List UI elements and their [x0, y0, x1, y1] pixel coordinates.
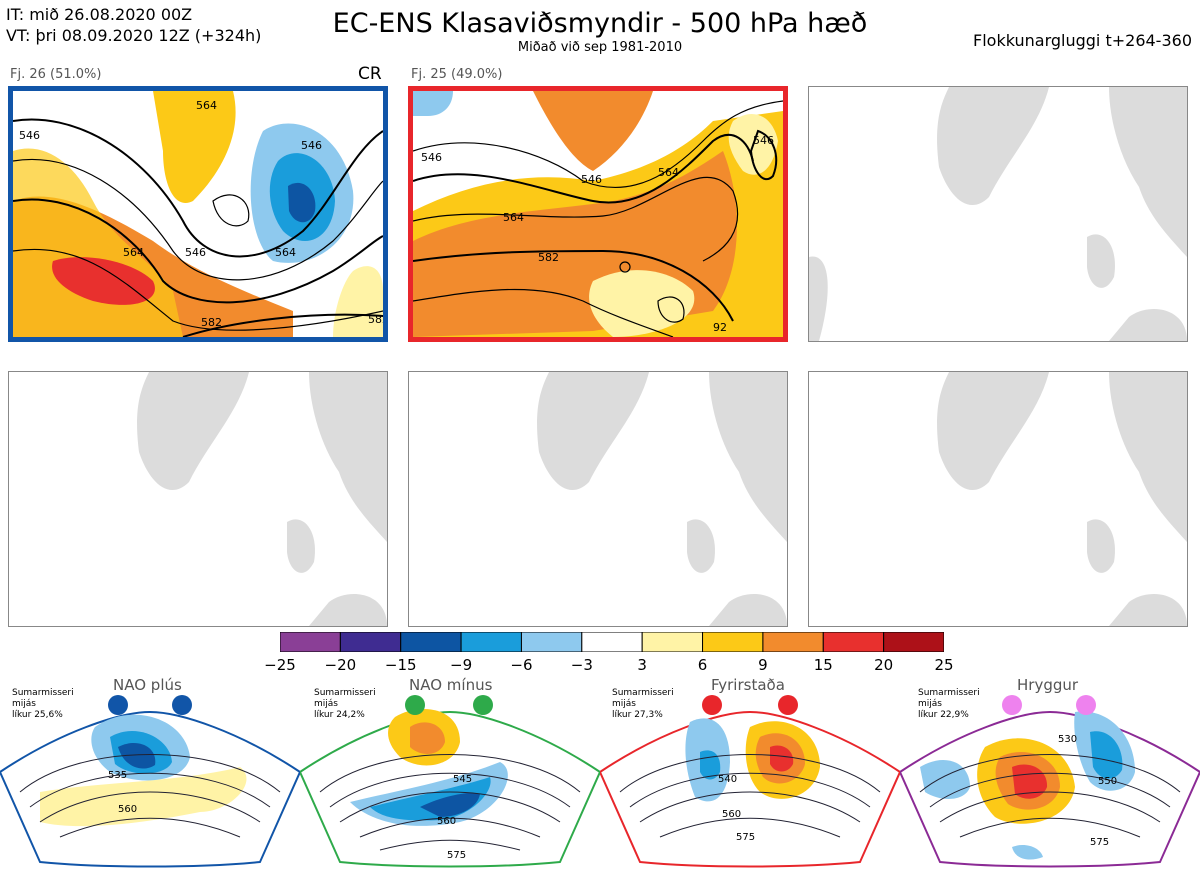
empty-cluster-map: [408, 371, 788, 627]
regime-nao-plus: 535 560 NAO plús Sumarmisseri mijás líku…: [0, 672, 302, 871]
colorbar-tick-label: 15: [813, 656, 833, 674]
cluster-1-contour-label: 546: [185, 246, 206, 259]
cluster-2-contour-label: 546: [753, 134, 774, 147]
regime-info-line: líkur 27,3%: [612, 710, 663, 720]
cluster-1-contour-label: 564: [196, 99, 217, 112]
colorbar-tick-label: −15: [384, 656, 417, 674]
anomaly-colorbar: [280, 632, 944, 652]
regime-info-line: líkur 24,2%: [314, 710, 365, 720]
cluster-2-contour-label: 546: [421, 151, 442, 164]
regime-info-line: Sumarmisseri: [918, 688, 980, 698]
colorbar-segment: [702, 632, 764, 652]
regime-info-line: mijás: [314, 699, 338, 709]
colorbar-segment: [822, 632, 885, 652]
colorbar-segment: [460, 632, 522, 652]
regime-info-line: Sumarmisseri: [612, 688, 674, 698]
empty-cluster-map: [808, 86, 1188, 342]
colorbar-tick-label: −3: [570, 656, 593, 674]
regime-contour-label: 535: [108, 770, 127, 781]
cluster-map-1[interactable]: 546 564 546 582 564 582 546 564: [8, 86, 388, 342]
regime-contour-label: 530: [1058, 734, 1077, 745]
cluster-2-contour-label: 564: [503, 211, 524, 224]
regime-info-line: Sumarmisseri: [314, 688, 376, 698]
colorbar-segment: [883, 632, 944, 652]
regime-contour-label: 540: [718, 774, 737, 785]
cluster-1-contour-label: 564: [275, 246, 296, 259]
regime-contour-label: 575: [1090, 837, 1109, 848]
regime-info-line: mijás: [612, 699, 636, 709]
regime-info-line: mijás: [12, 699, 36, 709]
regime-info-line: líkur 22,9%: [918, 710, 969, 720]
cluster-1-regime-code: CR: [358, 64, 382, 84]
colorbar-tick-label: 20: [874, 656, 894, 674]
regime-contour-label: 550: [1098, 776, 1117, 787]
cluster-1-label: Fj. 26 (51.0%): [10, 67, 102, 82]
regime-info: Sumarmisseri mijás líkur 24,2%: [314, 688, 376, 721]
page-subtitle: Miðað við sep 1981-2010: [517, 40, 683, 55]
regime-info-line: mijás: [918, 699, 942, 709]
regime-name: NAO plús: [113, 676, 182, 694]
colorbar-tick-label: −20: [324, 656, 357, 674]
colorbar-tick-label: −9: [450, 656, 473, 674]
cluster-2-contour-label: 564: [658, 166, 679, 179]
colorbar-tick-label: 6: [697, 656, 708, 674]
regime-info-line: Sumarmisseri: [12, 688, 74, 698]
cluster-1-contour-label: 582: [368, 313, 383, 326]
cluster-2-contour-label: 92: [713, 321, 727, 334]
regime-name: Fyrirstaða: [711, 676, 785, 694]
regime-contour-label: 575: [736, 832, 755, 843]
regime-nao-minus: 545 560 575 NAO mínus Sumarmisseri mijás…: [298, 672, 602, 871]
colorbar-tick-label: −6: [510, 656, 533, 674]
colorbar-segment: [520, 632, 583, 652]
cluster-2-contour-label: 582: [538, 251, 559, 264]
colorbar-tick-label: 9: [758, 656, 768, 674]
colorbar-segment: [762, 632, 824, 652]
page-title: EC-ENS Klasaviðsmyndir - 500 hPa hæð: [332, 8, 868, 39]
colorbar-tick-label: −25: [264, 656, 296, 674]
empty-cluster-map: [808, 371, 1188, 627]
regime-contour-label: 575: [447, 850, 466, 861]
regime-hryggur: 530 550 575 Hryggur Sumarmisseri mijás l…: [898, 672, 1200, 871]
header-info: IT: mið 26.08.2020 00Z VT: þri 08.09.202…: [6, 4, 261, 46]
cluster-1-contour-label: 564: [123, 246, 144, 259]
regime-info: Sumarmisseri mijás líkur 22,9%: [918, 688, 980, 721]
cluster-1-contour-label: 546: [19, 129, 40, 142]
colorbar-segment: [280, 632, 341, 652]
colorbar-segment: [641, 632, 704, 652]
colorbar-segment: [581, 632, 643, 652]
classification-window: Flokkunargluggi t+264-360: [973, 31, 1192, 50]
colorbar-segment: [339, 632, 402, 652]
colorbar-segment: [400, 632, 462, 652]
empty-cluster-map: [8, 371, 388, 627]
regime-info: Sumarmisseri mijás líkur 27,3%: [612, 688, 674, 721]
regime-name: NAO mínus: [409, 676, 493, 694]
regime-contour-label: 560: [118, 804, 137, 815]
cluster-1-contour-label: 546: [301, 139, 322, 152]
cluster-map-2[interactable]: 546 546 564 564 582 546 92: [408, 86, 788, 342]
initial-time: IT: mið 26.08.2020 00Z: [6, 5, 193, 24]
valid-time: VT: þri 08.09.2020 12Z (+324h): [6, 26, 262, 45]
regime-contour-label: 545: [453, 774, 472, 785]
cluster-2-contour-label: 546: [581, 173, 602, 186]
cluster-2-label: Fj. 25 (49.0%): [411, 67, 503, 82]
regime-name: Hryggur: [1017, 676, 1079, 694]
colorbar-tick-label: 25: [934, 656, 954, 674]
regime-contour-label: 560: [722, 809, 741, 820]
regime-info-line: líkur 25,6%: [12, 710, 63, 720]
regime-contour-label: 560: [437, 816, 456, 827]
regime-fyrirstada: 540 560 575 Fyrirstaða Sumarmisseri mijá…: [598, 672, 902, 871]
colorbar-tick-label: 3: [637, 656, 647, 674]
cluster-1-contour-label: 582: [201, 316, 222, 329]
regime-info: Sumarmisseri mijás líkur 25,6%: [12, 688, 74, 721]
